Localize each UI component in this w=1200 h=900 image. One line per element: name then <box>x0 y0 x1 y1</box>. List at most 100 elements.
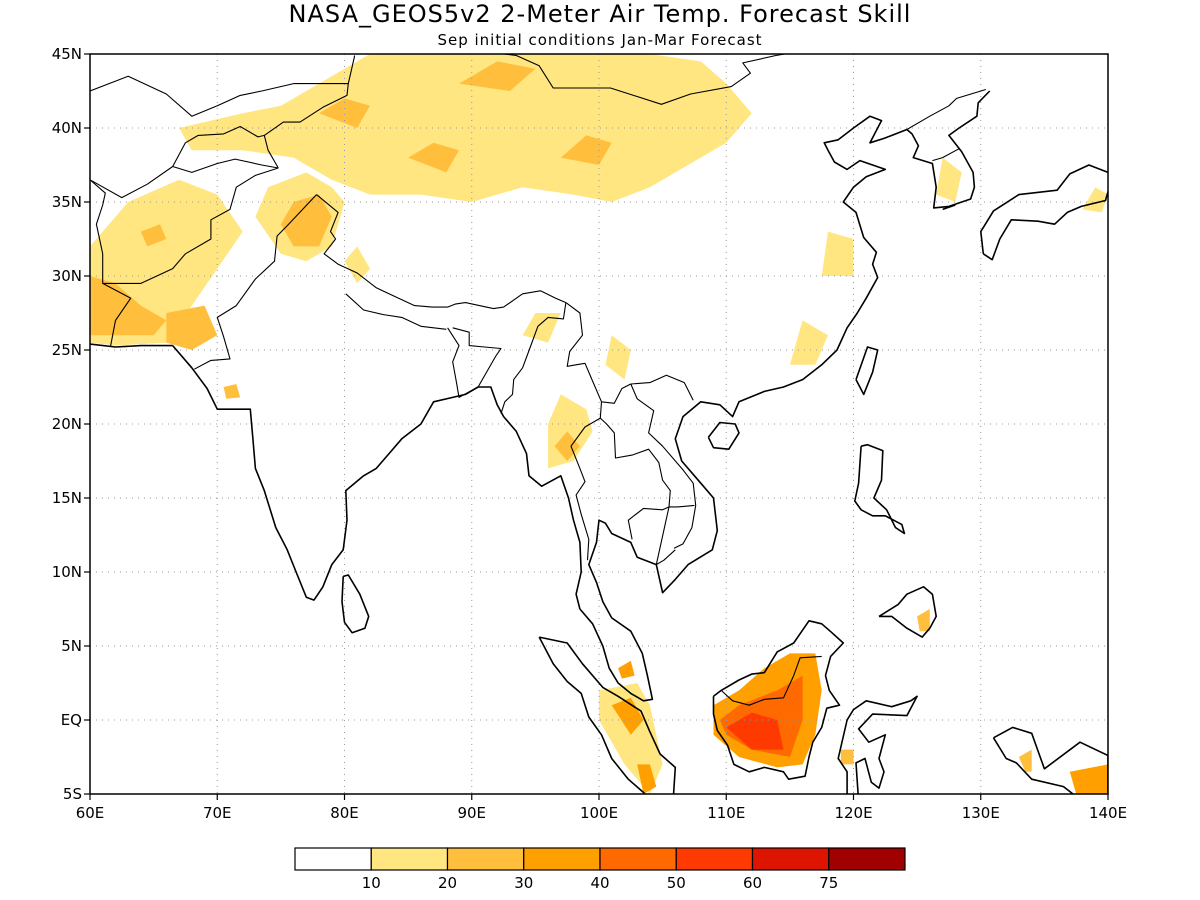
skill-region-myanmar-core <box>554 431 580 461</box>
border-afghan-pak <box>102 167 279 284</box>
coastline-sulawesi <box>837 695 918 794</box>
coastline-papua <box>992 726 1108 794</box>
border-afghan-north <box>90 158 279 199</box>
lat-tick-label: 10N <box>52 563 82 581</box>
lat-tick-label: 35N <box>52 193 82 211</box>
colorbar-label: 10 <box>362 874 381 892</box>
lon-tick-label: 60E <box>76 804 105 822</box>
border-korea-dmz <box>932 148 960 162</box>
skill-region-borneo-peak <box>726 712 784 750</box>
skill-region-tarim-core-1 <box>319 98 370 128</box>
skill-region-afghan-spot <box>140 224 167 247</box>
colorbar-swatch <box>675 847 754 871</box>
skill-region-malaya-spot <box>618 660 635 679</box>
lon-tick-label: 100E <box>580 804 618 822</box>
border-cambodia <box>655 504 695 566</box>
colorbar: 10 20 30 40 50 60 75 <box>294 847 906 892</box>
skill-region-tibet-east <box>344 246 370 284</box>
coastline-malaya-coast <box>579 90 991 702</box>
colorbar-swatch <box>523 847 601 871</box>
latitude-axis: 45N 40N 35N 30N 25N 20N 15N 10N 5N EQ 5S <box>52 45 90 803</box>
lon-tick-label: 110E <box>707 804 745 822</box>
border-india-myanmar <box>500 302 567 414</box>
coastline-sri-lanka <box>341 574 370 634</box>
coastline-hainan <box>707 421 740 451</box>
border-borneo-border <box>720 655 822 706</box>
skill-region-xinjiang-mongolia <box>179 54 752 202</box>
skill-region-sumatra-south <box>637 764 657 794</box>
border-iran-pak <box>90 179 132 348</box>
border-uzbek-tajik <box>172 125 265 167</box>
skill-region-mindanao-spot <box>917 609 930 632</box>
longitude-axis: 60E 70E 80E 90E 100E 110E 120E 130E 140E <box>76 794 1127 822</box>
border-nepal-india <box>345 293 447 330</box>
colorbar-label: 20 <box>438 874 457 892</box>
coastline-luzon <box>853 443 906 535</box>
colorbar-label: 60 <box>743 874 762 892</box>
lat-tick-label: 5S <box>63 785 82 803</box>
skill-region-papua <box>1069 764 1108 794</box>
skill-shading-layer <box>90 54 1108 794</box>
skill-region-papua-west <box>1018 749 1032 772</box>
lat-tick-label: EQ <box>61 711 82 729</box>
skill-region-baluchistan <box>166 305 218 350</box>
skill-region-yunnan <box>605 335 631 380</box>
colorbar-label: 50 <box>667 874 686 892</box>
lat-tick-label: 30N <box>52 267 82 285</box>
lat-tick-label: 20N <box>52 415 82 433</box>
lat-tick-label: 45N <box>52 45 82 63</box>
skill-region-fujian <box>789 320 828 365</box>
lat-tick-label: 25N <box>52 341 82 359</box>
colorbar-label: 75 <box>819 874 838 892</box>
skill-region-tarim-core-2 <box>408 142 459 173</box>
skill-region-gujarat <box>223 384 241 399</box>
lon-tick-label: 130E <box>962 804 1000 822</box>
coastline-sumatra <box>538 636 677 794</box>
colorbar-label: 30 <box>514 874 533 892</box>
border-myanmar-thai-laos <box>570 401 603 561</box>
coastline-kyushu-korea-strait <box>942 204 956 211</box>
map-subtitle: Sep initial conditions Jan-Mar Forecast <box>437 31 762 49</box>
skill-region-iran-afghanistan-core <box>90 276 167 336</box>
colorbar-swatch <box>294 847 372 871</box>
border-kazakh-kyrgyz <box>90 75 349 117</box>
skill-region-japan <box>1082 187 1108 213</box>
colorbar-swatch <box>599 847 677 871</box>
lon-tick-label: 80E <box>330 804 359 822</box>
border-china-north <box>263 55 356 169</box>
lat-tick-label: 5N <box>61 637 82 655</box>
lon-tick-label: 120E <box>834 804 872 822</box>
skill-region-kashmir-core <box>280 194 332 247</box>
colorbar-swatch <box>828 847 906 871</box>
border-bangladesh <box>447 327 502 398</box>
skill-region-korea <box>936 157 962 202</box>
lon-tick-label: 70E <box>203 804 232 822</box>
skill-region-qaidam-core <box>560 135 612 165</box>
coastline-borneo <box>712 619 845 781</box>
colorbar-label: 40 <box>590 874 609 892</box>
coastline-japan <box>979 164 1108 261</box>
border-india-china-nepal <box>316 194 567 310</box>
border-laos-vietnam <box>630 383 697 549</box>
lat-tick-label: 40N <box>52 119 82 137</box>
coastline-india-coast <box>172 345 583 610</box>
coastline-arabian-coast <box>90 343 173 348</box>
lat-tick-label: 15N <box>52 489 82 507</box>
border-china-korea <box>906 88 986 130</box>
skill-region-jiangsu <box>821 231 854 276</box>
skill-region-mongolia-core <box>459 61 536 91</box>
coastline-layer <box>90 54 1108 794</box>
skill-region-sulawesi-spot <box>840 749 854 765</box>
skill-region-assam <box>522 313 561 343</box>
border-laos-thai <box>599 417 671 540</box>
border-pak-india <box>194 194 317 370</box>
colorbar-swatch <box>370 847 449 871</box>
colorbar-swatch <box>751 847 830 871</box>
lon-tick-label: 140E <box>1089 804 1127 822</box>
coastline-taiwan <box>855 346 879 396</box>
coastline-mindanao <box>878 585 938 638</box>
map-title: NASA_GEOS5v2 2-Meter Air Temp. Forecast … <box>289 0 912 28</box>
lon-tick-label: 90E <box>457 804 486 822</box>
colorbar-swatch <box>446 847 525 871</box>
